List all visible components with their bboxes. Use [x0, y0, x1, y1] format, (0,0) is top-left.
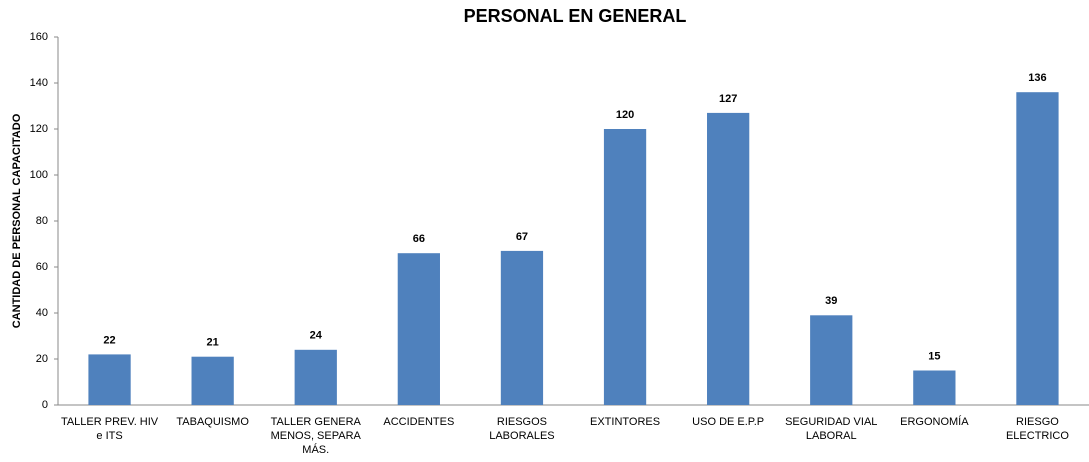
x-tick-label: USO DE E.P.P	[692, 416, 765, 428]
data-label: 136	[1028, 72, 1046, 84]
data-label: 120	[616, 109, 634, 121]
x-tick-label: TALLER GENERA MENOS, SEPARA MÁS.	[270, 416, 361, 456]
x-tick-label: TALLER PREV. HIV e ITS	[60, 416, 159, 442]
data-label: 127	[719, 93, 737, 105]
x-tick-label: SEGURIDAD VIAL LABORAL	[785, 416, 878, 442]
y-tick-label: 80	[36, 215, 48, 227]
x-tick-label: ERGONOMÍA	[900, 416, 969, 428]
bar	[191, 356, 234, 405]
bar	[294, 349, 337, 405]
y-tick-label: 100	[30, 169, 48, 181]
chart-title: PERSONAL EN GENERAL	[464, 6, 687, 26]
y-tick-label: 40	[36, 307, 48, 319]
y-axis-label: CANTIDAD DE PERSONAL CAPACITADO	[11, 113, 23, 328]
bar	[810, 315, 853, 405]
x-tick-label: EXTINTORES	[590, 416, 661, 428]
bar	[707, 112, 750, 406]
y-tick-label: 20	[36, 353, 48, 365]
x-tick-label: RIESGOS LABORALES	[489, 416, 555, 442]
y-tick-label: 60	[36, 261, 48, 273]
bar	[603, 129, 647, 405]
y-tick-label: 0	[42, 399, 48, 411]
data-label: 66	[413, 233, 425, 245]
y-tick-label: 160	[30, 31, 48, 43]
bar	[500, 250, 544, 405]
bar	[397, 253, 440, 405]
data-label: 22	[103, 334, 115, 346]
x-tick-label: RIESGO ELECTRICO	[1005, 416, 1069, 442]
data-label: 21	[207, 337, 219, 349]
x-tick-label: ACCIDENTES	[383, 416, 455, 428]
bar	[913, 370, 956, 405]
bar	[1016, 92, 1059, 405]
y-tick-label: 120	[30, 123, 48, 135]
data-label: 67	[516, 231, 528, 243]
data-label: 15	[928, 350, 940, 362]
data-label: 39	[825, 295, 837, 307]
bar	[88, 354, 131, 405]
x-tick-label: TABAQUISMO	[176, 416, 249, 428]
y-tick-label: 140	[30, 77, 48, 89]
data-label: 24	[310, 330, 323, 342]
